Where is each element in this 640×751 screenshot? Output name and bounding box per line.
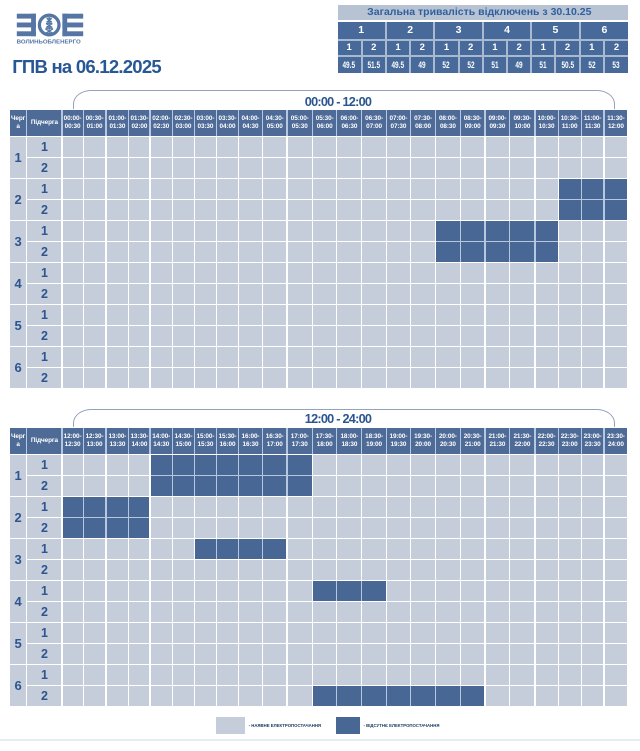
svg-text:ВОЛИНЬОБЛЕНЕРГО: ВОЛИНЬОБЛЕНЕРГО — [17, 39, 81, 45]
